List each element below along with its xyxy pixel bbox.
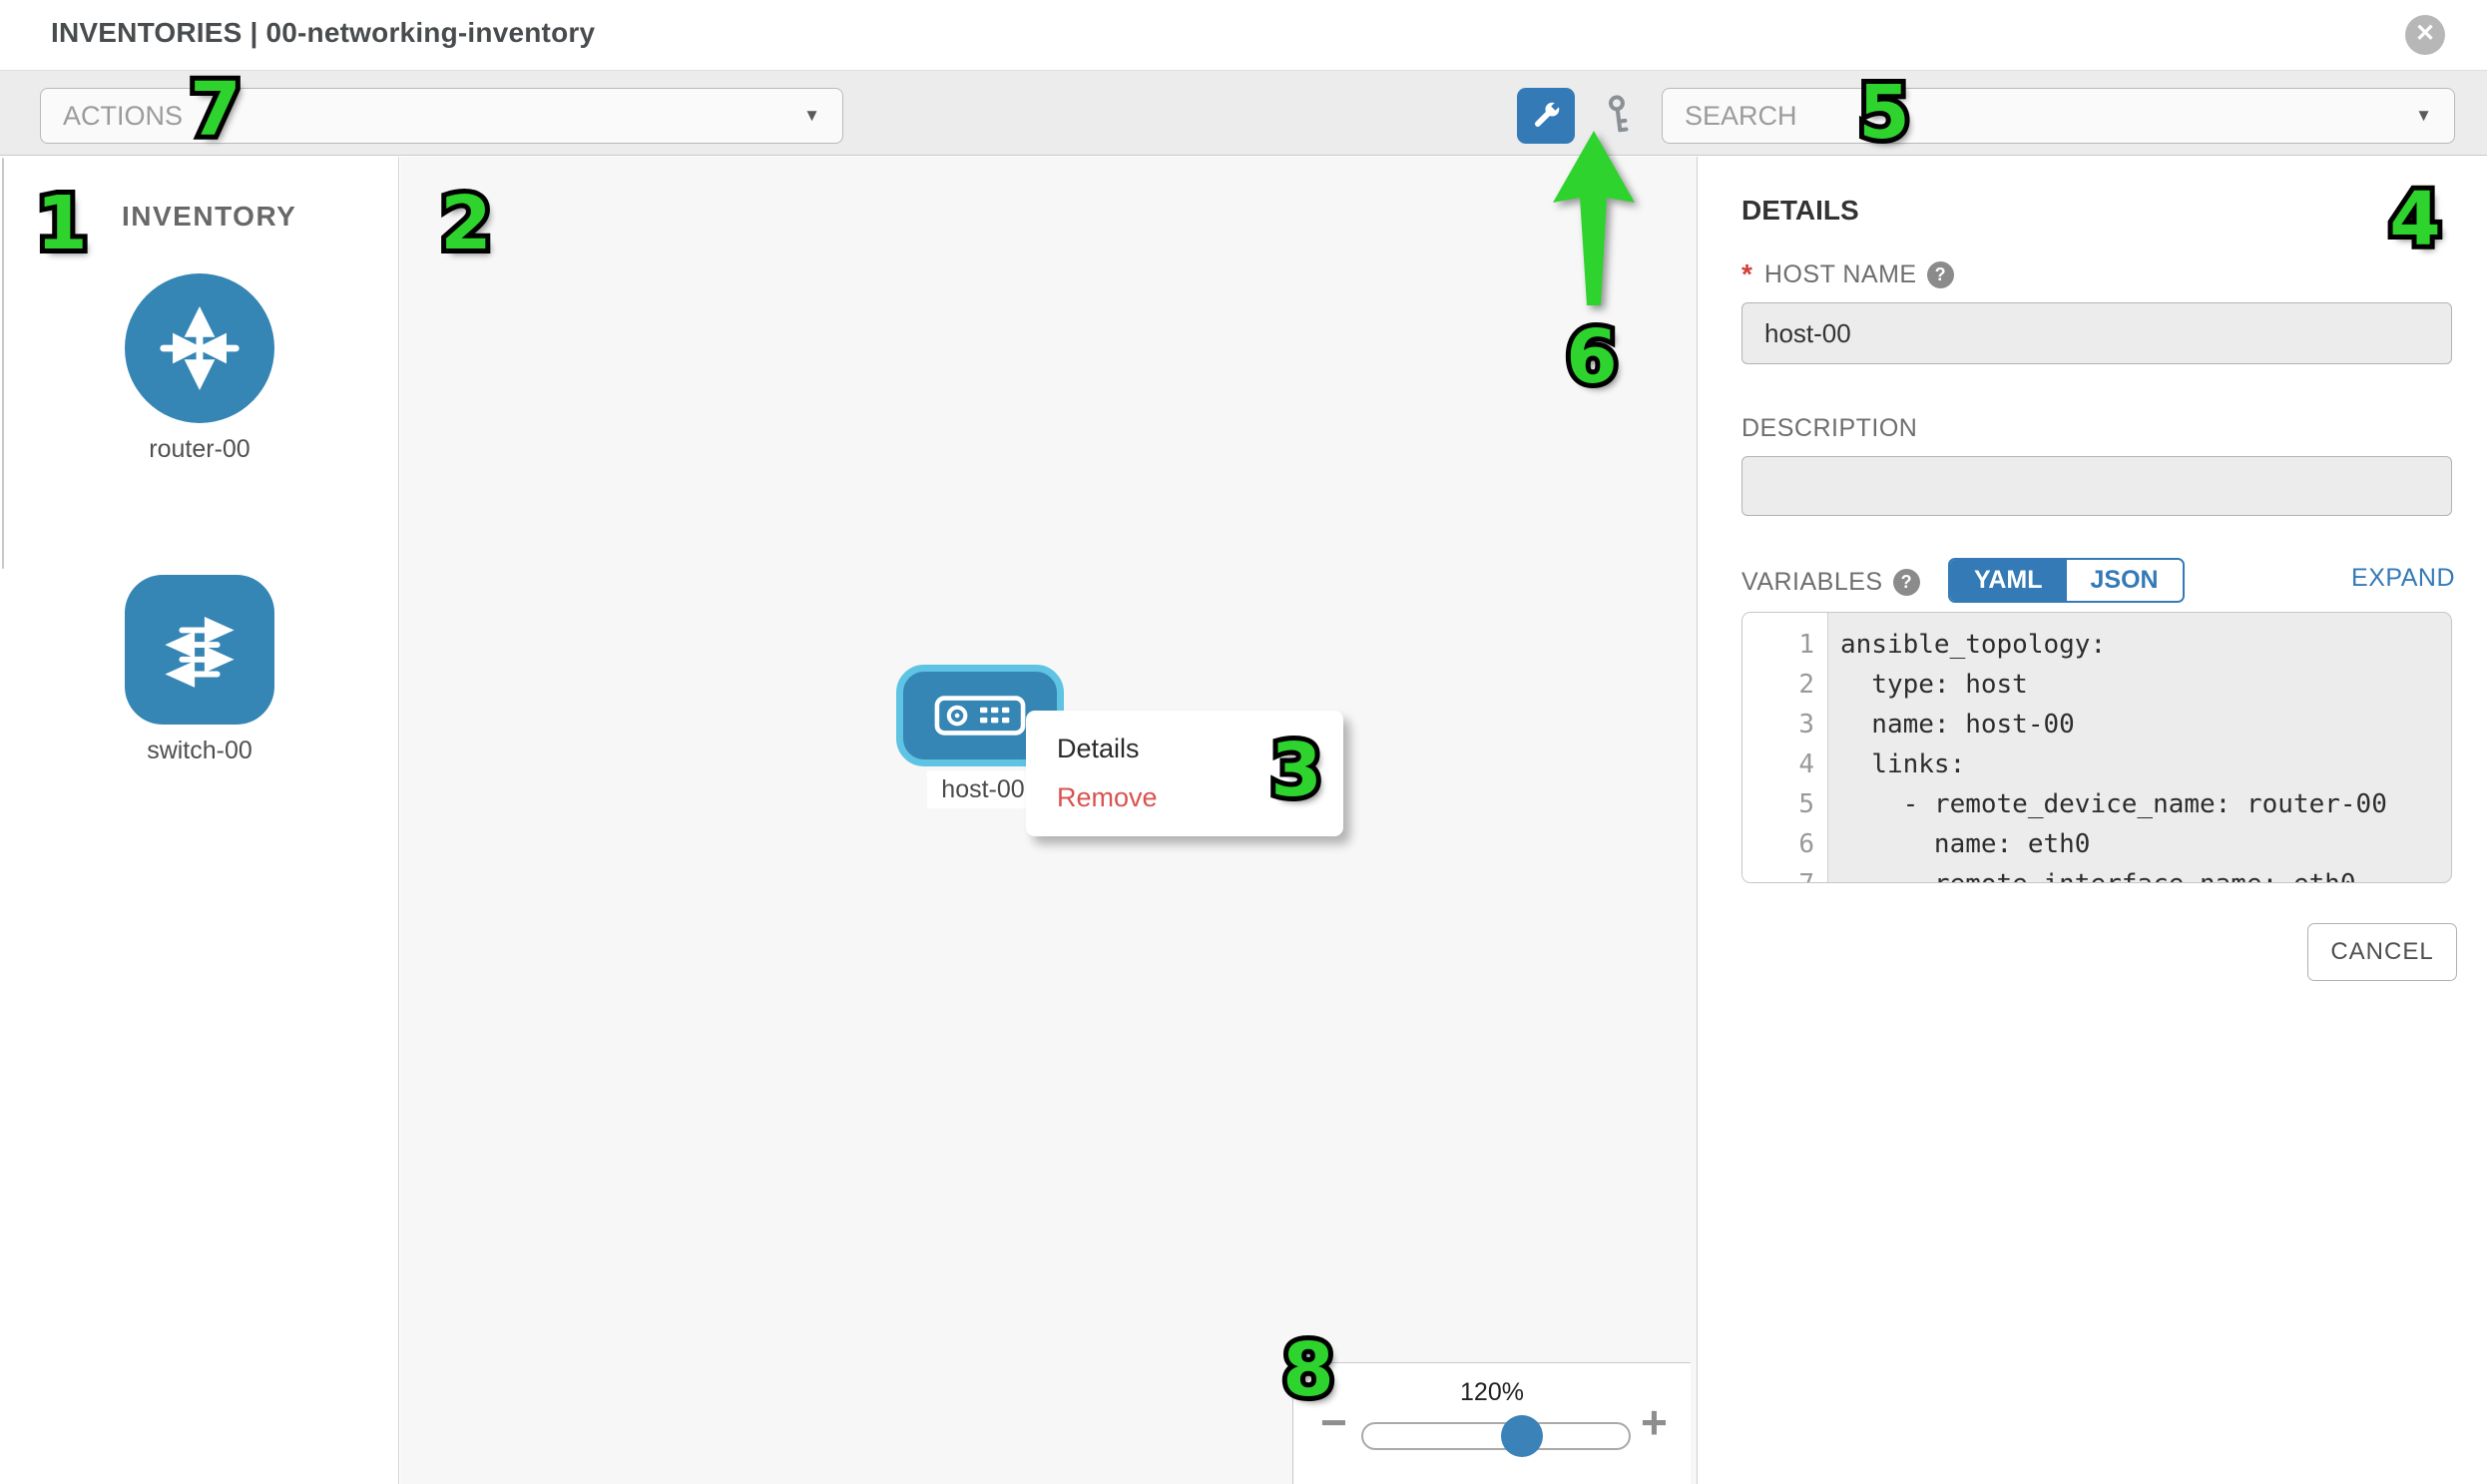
host-icon: [934, 696, 1026, 736]
host-node-label: host-00: [927, 770, 1039, 808]
toggle-yaml-button[interactable]: YAML: [1950, 560, 2067, 601]
page-title: INVENTORIES | 00-networking-inventory: [51, 17, 596, 48]
router-shape: [125, 273, 274, 423]
code-line: type: host: [1840, 670, 2028, 700]
line-number: 1: [1798, 630, 1814, 660]
line-number: 4: [1798, 749, 1814, 779]
key-button[interactable]: [1593, 93, 1641, 141]
code-line: ansible_topology:: [1840, 630, 2107, 660]
close-icon[interactable]: ✕: [2405, 15, 2445, 55]
cancel-button[interactable]: CANCEL: [2307, 923, 2457, 981]
zoom-slider-track[interactable]: [1361, 1422, 1631, 1450]
line-number: 3: [1798, 710, 1814, 740]
host-name-label-row: * HOST NAME ?: [1741, 258, 1954, 290]
format-toggle: YAML JSON: [1948, 558, 2185, 603]
code-line: name: eth0: [1840, 829, 2091, 859]
router-icon: [160, 306, 240, 390]
expand-link[interactable]: EXPAND: [2351, 564, 2455, 592]
description-field[interactable]: [1741, 456, 2452, 516]
toggle-json-button[interactable]: JSON: [2066, 560, 2183, 601]
context-menu-details[interactable]: Details: [1057, 734, 1140, 763]
palette-item-router[interactable]: router-00: [125, 273, 274, 464]
inventory-sidebar: INVENTORY router-00: [0, 157, 399, 1484]
variables-label-row: VARIABLES ?: [1741, 568, 1920, 597]
details-heading: DETAILS: [1741, 195, 1859, 226]
switch-icon: [165, 617, 235, 688]
toolbar: ACTIONS ▼ SEARCH: [0, 70, 2487, 156]
help-icon[interactable]: ?: [1892, 569, 1920, 596]
line-number: 7: [1742, 864, 1827, 882]
line-number: 6: [1798, 829, 1814, 859]
editor-line-numbers: 1 2 3 4 5 6 7: [1742, 613, 1828, 882]
palette-item-label: router-00: [149, 435, 250, 463]
actions-dropdown-label: ACTIONS: [63, 100, 184, 131]
chevron-down-icon: ▼: [2415, 106, 2432, 125]
code-line: - remote_device_name: router-00: [1840, 789, 2387, 819]
description-label-row: DESCRIPTION: [1741, 414, 1917, 443]
help-icon[interactable]: ?: [1926, 260, 1954, 288]
search-dropdown[interactable]: SEARCH ▼: [1662, 88, 2455, 144]
chevron-down-icon: ▼: [803, 106, 820, 125]
palette-item-switch[interactable]: switch-00: [125, 575, 274, 765]
variables-editor: 1 2 3 4 5 6 7 ansible_topology: type: ho…: [1741, 612, 2452, 883]
topology-canvas[interactable]: host-00 Details Remove 120% − +: [400, 157, 1698, 1484]
line-number: 5: [1798, 789, 1814, 819]
wrench-icon: [1534, 100, 1562, 128]
scrollbar-track[interactable]: [2, 158, 4, 569]
editor-code-area[interactable]: ansible_topology: type: host name: host-…: [1828, 613, 2451, 882]
zoom-slider-thumb[interactable]: [1501, 1415, 1543, 1457]
zoom-control: 120% − +: [1292, 1362, 1691, 1484]
host-name-field[interactable]: [1741, 302, 2452, 364]
code-line: remote_interface_name: eth0: [1840, 864, 2451, 882]
key-icon: [1609, 95, 1629, 133]
zoom-level-value: 120%: [1460, 1378, 1524, 1406]
actions-dropdown[interactable]: ACTIONS ▼: [40, 88, 843, 144]
line-number: 2: [1798, 670, 1814, 700]
palette-item-label: switch-00: [147, 737, 252, 764]
search-dropdown-label: SEARCH: [1685, 100, 1797, 131]
code-line: links:: [1840, 749, 1966, 779]
sidebar-heading: INVENTORY: [122, 201, 297, 232]
switch-shape: [125, 575, 274, 725]
zoom-out-button[interactable]: −: [1320, 1396, 1347, 1448]
context-menu-remove[interactable]: Remove: [1057, 782, 1158, 812]
zoom-in-button[interactable]: +: [1641, 1396, 1668, 1448]
variables-label: VARIABLES: [1741, 568, 1883, 596]
required-asterisk: *: [1741, 258, 1752, 289]
host-name-label: HOST NAME: [1763, 259, 1917, 288]
details-panel: DETAILS * HOST NAME ? DESCRIPTION VARIAB…: [1699, 157, 2487, 1484]
header: INVENTORIES | 00-networking-inventory ✕: [0, 0, 2487, 70]
code-line: name: host-00: [1840, 710, 2075, 740]
context-menu: Details Remove: [1026, 711, 1343, 836]
toolbox-button[interactable]: [1517, 88, 1575, 144]
description-label: DESCRIPTION: [1741, 414, 1918, 442]
